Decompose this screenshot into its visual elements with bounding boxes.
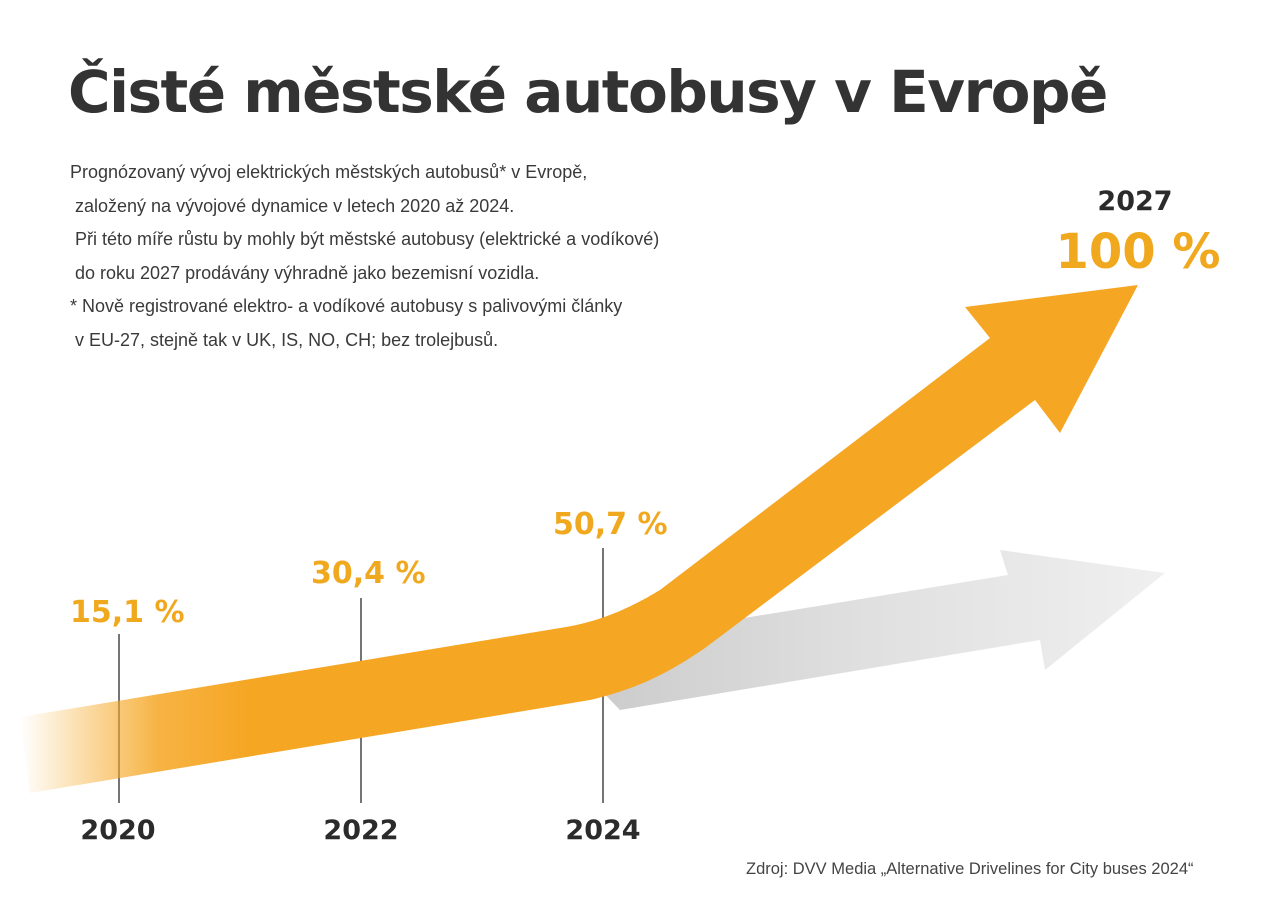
value-label-2027: 100 %	[1056, 224, 1221, 280]
description-line: Při této míře růstu by mohly být městské…	[70, 229, 660, 249]
description-line: Prognózovaný vývoj elektrických městskýc…	[70, 162, 588, 182]
description: Prognózovaný vývoj elektrických městskýc…	[70, 156, 659, 357]
value-label-2024: 50,7 %	[553, 507, 668, 542]
description-line: v EU-27, stejně tak v UK, IS, NO, CH; be…	[70, 329, 499, 350]
trend-arrow	[560, 550, 1165, 710]
value-label-2022: 30,4 %	[311, 556, 426, 591]
year-label-2020: 2020	[80, 815, 155, 846]
description-line: * Nově registrované elektro- a vodíkové …	[70, 296, 623, 316]
year-label-2024: 2024	[565, 815, 640, 846]
growth-arrow	[20, 285, 1138, 793]
description-line: do roku 2027 prodávány výhradně jako bez…	[70, 262, 540, 283]
year-label-2022: 2022	[323, 815, 398, 846]
source-note: Zdroj: DVV Media „Alternative Drivelines…	[746, 860, 1194, 878]
description-line: založený na vývojové dynamice v letech 2…	[70, 195, 515, 216]
page-title: Čisté městské autobusy v Evropě	[68, 58, 1108, 126]
value-label-2020: 15,1 %	[70, 595, 185, 630]
year-label-2027: 2027	[1097, 186, 1172, 217]
